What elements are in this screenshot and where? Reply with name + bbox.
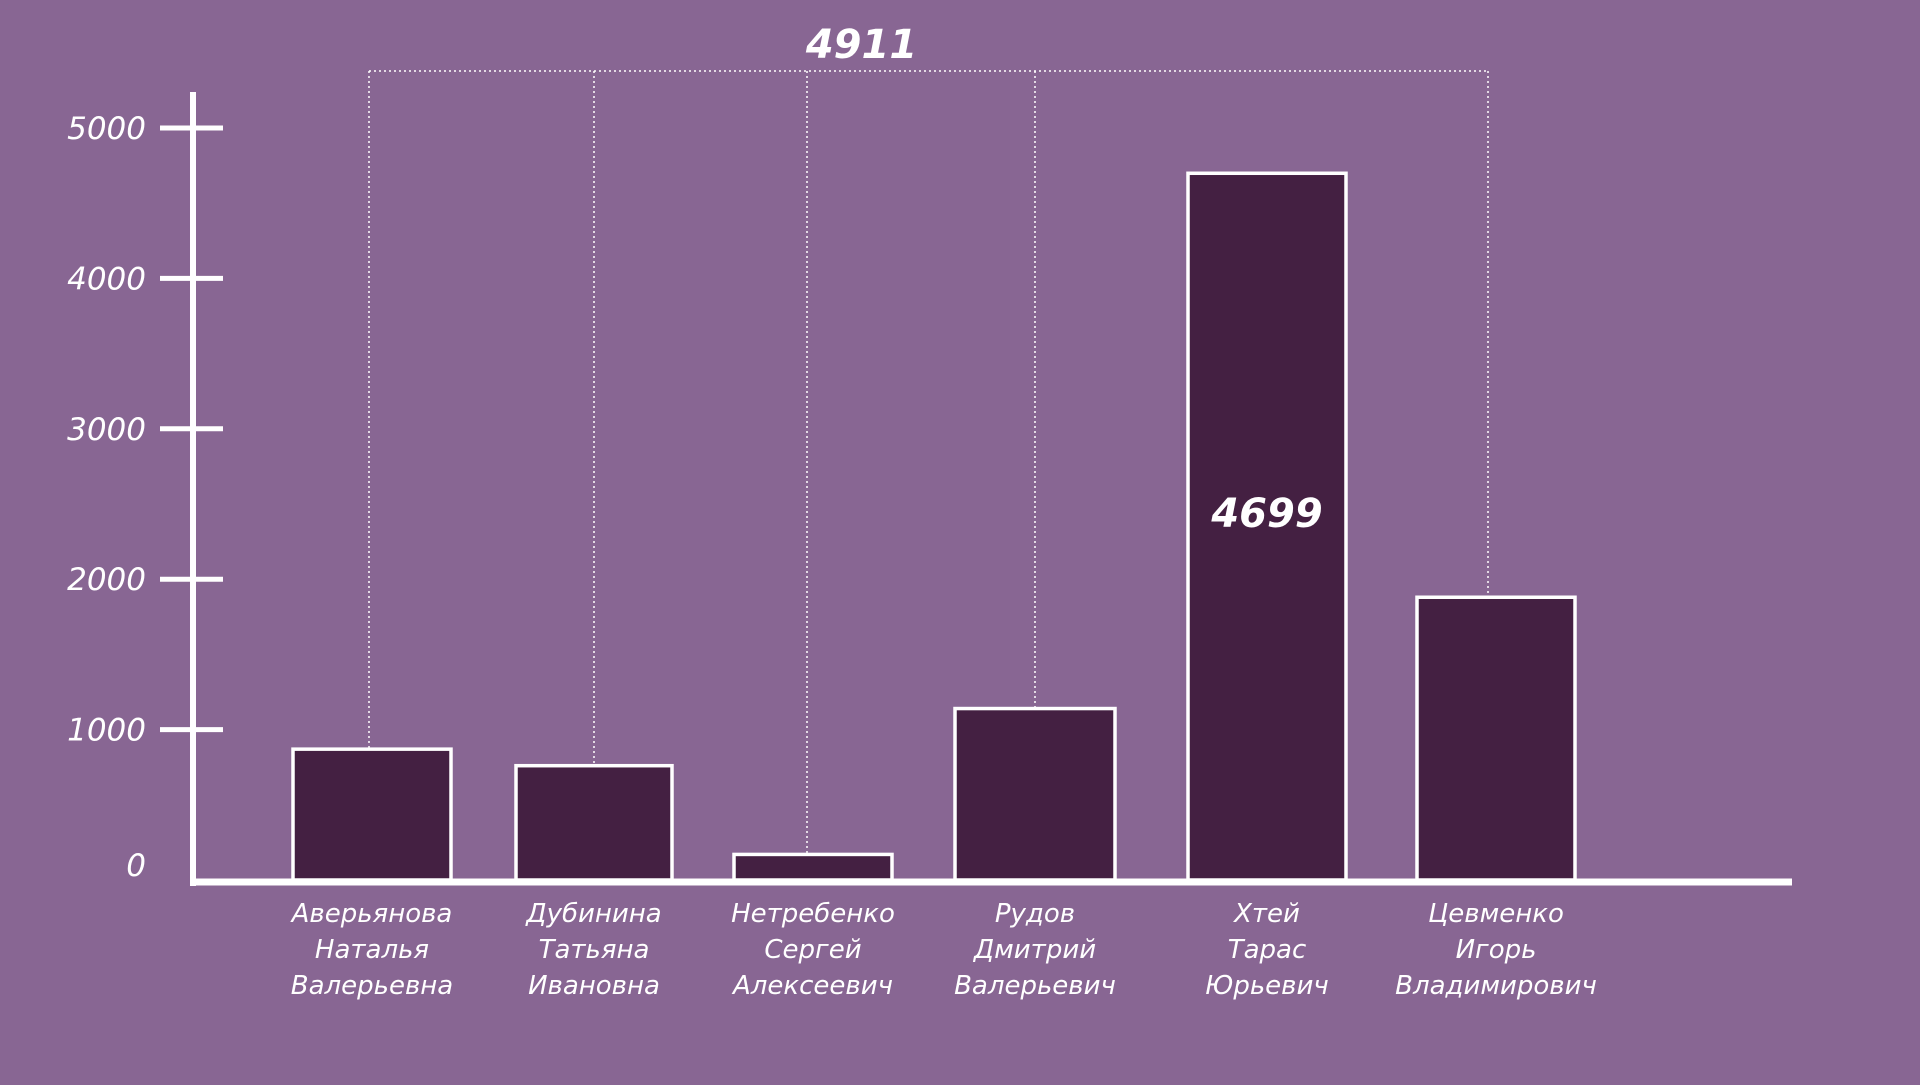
bar bbox=[291, 747, 453, 882]
x-category-label: Алексеевич bbox=[731, 971, 893, 1001]
bar-value-label: 4699 bbox=[1210, 491, 1322, 537]
x-category-label: Валерьевна bbox=[291, 971, 453, 1001]
x-category-label: Юрьевич bbox=[1205, 971, 1328, 1001]
x-category-label: Ивановна bbox=[528, 971, 660, 1001]
x-category-label: Аверьянова bbox=[290, 899, 453, 929]
x-category-label: Дмитрий bbox=[973, 935, 1096, 965]
y-tick-label: 0 bbox=[126, 848, 146, 884]
y-tick-label: 3000 bbox=[67, 412, 146, 448]
x-category-label: Наталья bbox=[315, 935, 429, 965]
y-tick-label: 2000 bbox=[67, 562, 146, 598]
bracket-annotation bbox=[368, 70, 1489, 855]
labels: 4911 0 1000 2000 3000 4000 5000 Аверьянова Натал… bbox=[67, 22, 1597, 1001]
y-tick-label: 4000 bbox=[67, 261, 146, 297]
x-category-label: Игорь bbox=[1456, 935, 1537, 965]
axes bbox=[160, 92, 1792, 886]
x-category-label: Цевменко bbox=[1428, 899, 1564, 929]
bar bbox=[953, 706, 1117, 882]
bar bbox=[1186, 171, 1348, 882]
bar bbox=[732, 852, 894, 882]
x-category-label: Валерьевич bbox=[954, 971, 1116, 1001]
bracket-total-label: 4911 bbox=[805, 22, 917, 68]
x-category-label: Татьяна bbox=[539, 935, 650, 965]
y-tick-label: 5000 bbox=[67, 111, 146, 147]
bar bbox=[1415, 595, 1577, 882]
x-category-label: Дубинина bbox=[525, 899, 661, 929]
bar bbox=[514, 763, 674, 882]
x-category-label: Нетребенко bbox=[731, 899, 895, 929]
x-category-label: Владимирович bbox=[1395, 971, 1597, 1001]
x-category-label: Рудов bbox=[995, 899, 1075, 929]
x-category-label: Сергей bbox=[764, 935, 861, 965]
x-category-label: Хтей bbox=[1232, 899, 1300, 929]
x-category-label: Тарас bbox=[1228, 935, 1307, 965]
bars bbox=[291, 171, 1577, 882]
y-tick-label: 1000 bbox=[67, 713, 146, 749]
